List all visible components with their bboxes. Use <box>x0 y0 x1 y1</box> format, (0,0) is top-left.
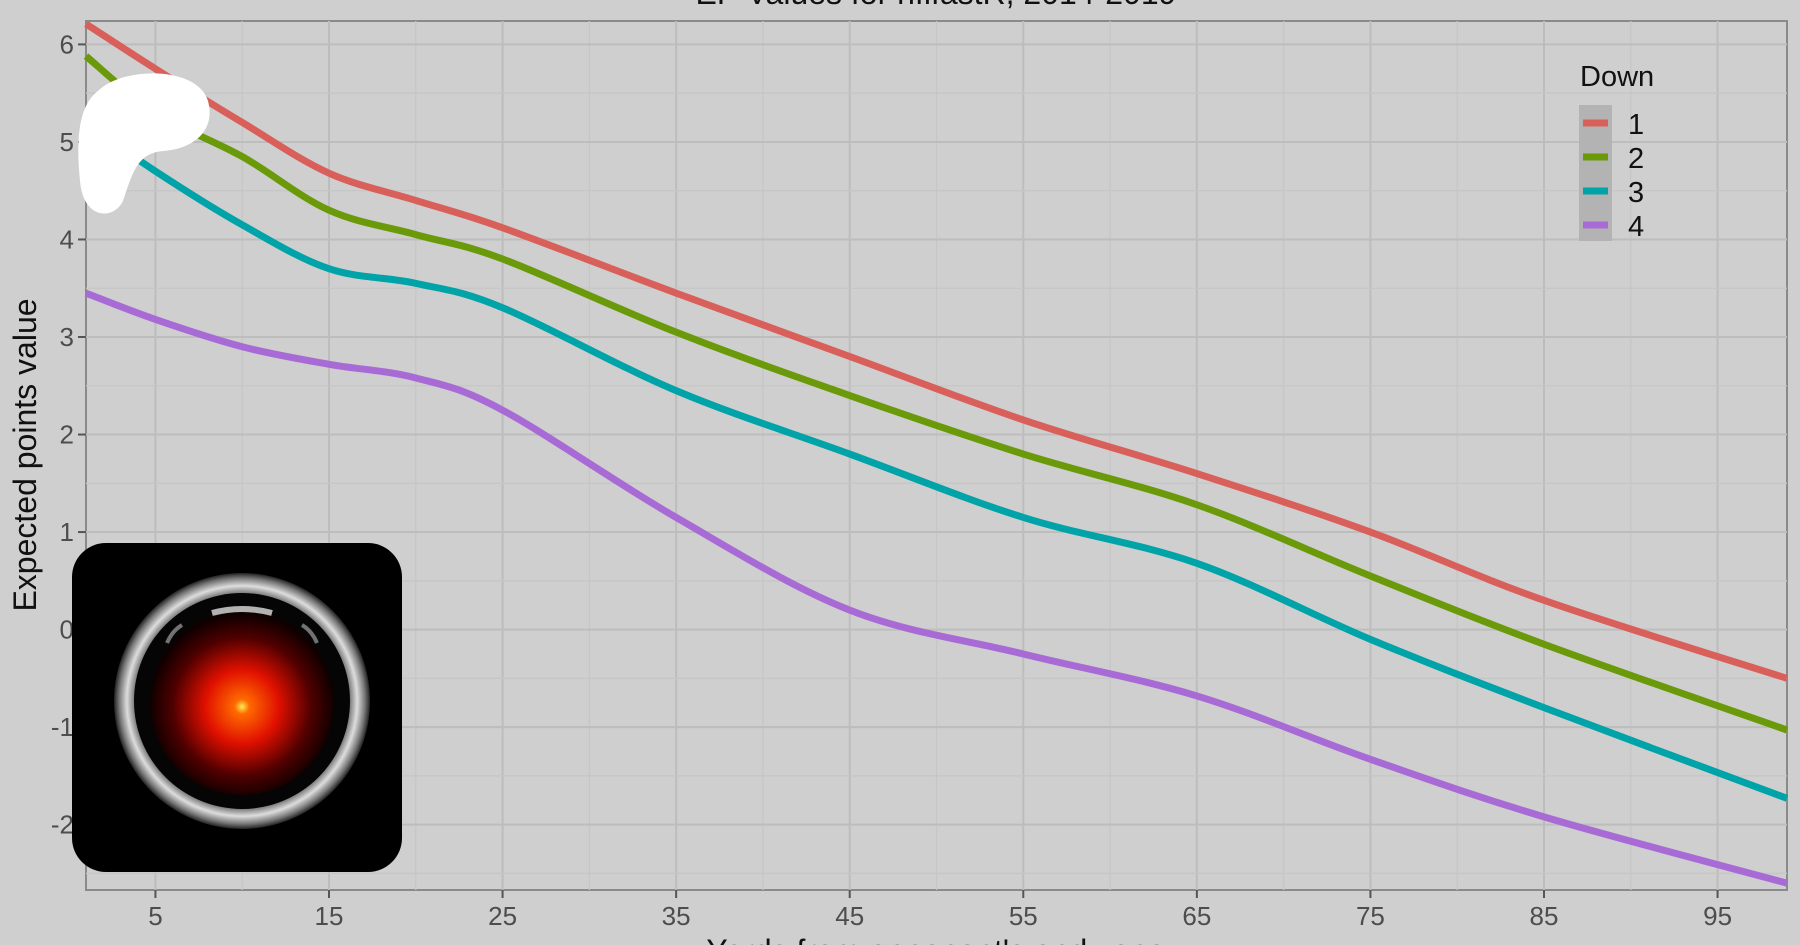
x-tick-label: 75 <box>1356 901 1385 931</box>
legend-label: 3 <box>1628 177 1644 209</box>
x-tick-label: 45 <box>835 901 864 931</box>
x-tick-label: 85 <box>1530 901 1559 931</box>
x-axis: 5 15 25 35 45 55 65 75 85 95 <box>148 890 1732 931</box>
y-axis-label: Expected points value <box>7 298 43 611</box>
y-tick-label: 3 <box>60 322 74 352</box>
x-tick-label: 15 <box>315 901 344 931</box>
y-tick-label: 4 <box>60 224 74 254</box>
hal-eye-icon <box>72 543 402 872</box>
legend-label: 2 <box>1628 143 1644 175</box>
legend-label: 1 <box>1628 109 1644 141</box>
x-tick-label: 95 <box>1703 901 1732 931</box>
chart-title: EP Values for nflfastR, 2014-2019 <box>696 0 1177 11</box>
y-tick-label: -1 <box>51 712 74 742</box>
white-blob-overlay <box>78 73 210 214</box>
x-axis-label: Yards from opponent's end zone <box>706 933 1165 945</box>
y-tick-label: 6 <box>60 29 74 59</box>
series-line-down-4 <box>84 289 1788 887</box>
x-tick-label: 25 <box>488 901 517 931</box>
legend-title: Down <box>1580 61 1654 93</box>
y-tick-label: -2 <box>51 810 74 840</box>
y-tick-label: 0 <box>60 615 74 645</box>
series-line-down-1 <box>84 20 1789 682</box>
y-tick-label: 5 <box>60 127 74 157</box>
y-tick-label: 2 <box>60 420 74 450</box>
legend-label: 4 <box>1628 211 1644 243</box>
series-line-down-2 <box>83 53 1789 734</box>
legend-key-background <box>1579 105 1612 241</box>
series-lines <box>83 20 1789 887</box>
x-tick-label: 55 <box>1009 901 1038 931</box>
y-tick-label: 1 <box>60 517 74 547</box>
series-line-down-3 <box>83 119 1789 802</box>
x-tick-label: 5 <box>148 901 162 931</box>
x-tick-label: 35 <box>662 901 691 931</box>
x-tick-label: 65 <box>1182 901 1211 931</box>
